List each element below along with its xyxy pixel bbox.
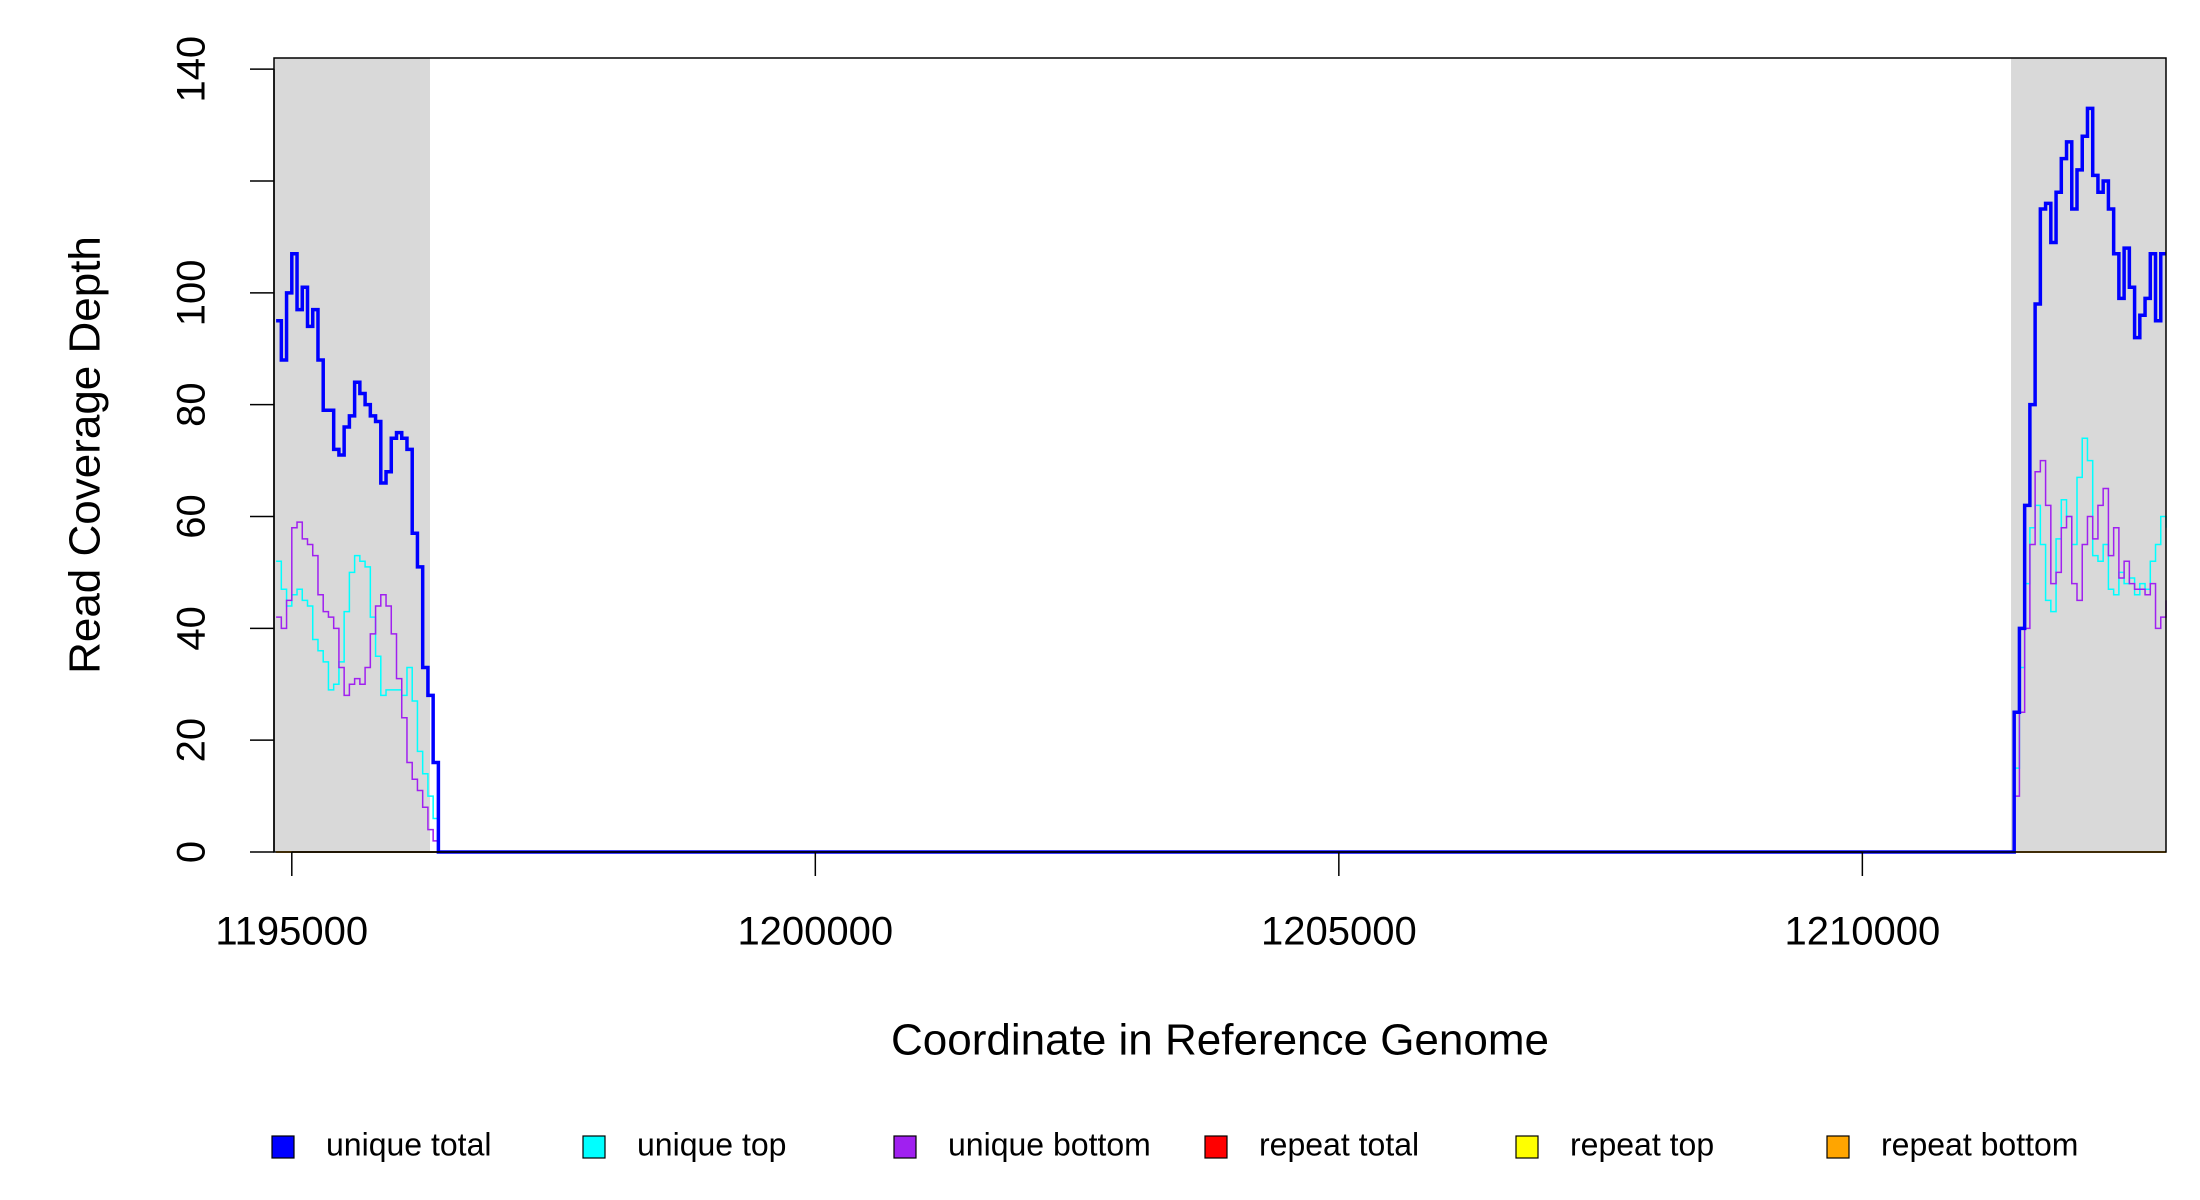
legend-label: unique top: [637, 1126, 786, 1162]
y-tick-label: 100: [170, 259, 214, 326]
y-tick-label: 80: [170, 382, 214, 427]
y-tick-label: 0: [170, 841, 214, 863]
x-tick-label: 1200000: [737, 910, 893, 954]
series-line: [276, 437, 2167, 853]
legend-label: repeat top: [1570, 1126, 1714, 1162]
series-line: [276, 106, 2166, 854]
x-tick-label: 1205000: [1261, 910, 1417, 954]
legend-label: repeat total: [1259, 1126, 1419, 1162]
y-tick-label: 40: [170, 606, 214, 651]
x-tick-label: 1195000: [215, 910, 368, 954]
y-tick-label: 20: [170, 718, 214, 763]
series-line: [276, 459, 2167, 853]
legend-label: unique bottom: [948, 1126, 1151, 1162]
x-axis-title: Coordinate in Reference Genome: [891, 1016, 1549, 1065]
legend-swatch: [893, 1135, 917, 1159]
legend-swatch: [271, 1135, 295, 1159]
shaded-region: [2011, 58, 2166, 852]
legend-swatch: [1204, 1135, 1228, 1159]
x-tick-label: 1210000: [1784, 910, 1940, 954]
legend-label: unique total: [326, 1126, 491, 1162]
legend-label: repeat bottom: [1881, 1126, 2078, 1162]
y-axis-title: Read Coverage Depth: [61, 236, 110, 674]
y-tick-label: 140: [170, 36, 214, 103]
legend-swatch: [1826, 1135, 1850, 1159]
legend-swatch: [1515, 1135, 1539, 1159]
shaded-region: [274, 58, 431, 852]
plot-frame: [273, 57, 2167, 853]
y-tick-label: 60: [170, 494, 214, 539]
legend-swatch: [582, 1135, 606, 1159]
